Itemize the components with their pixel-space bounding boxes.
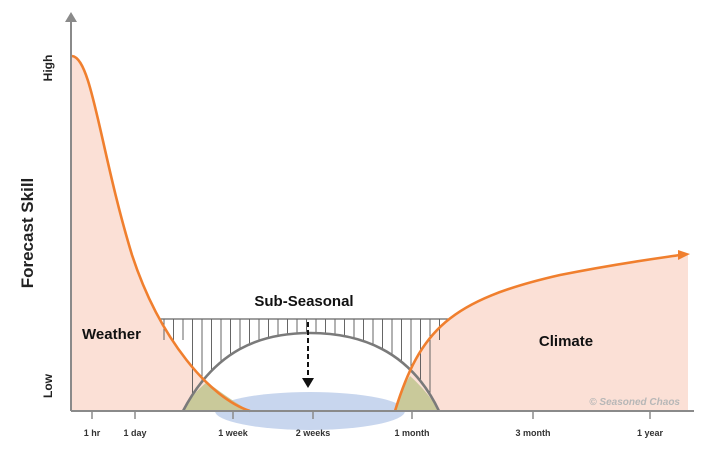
x-tick-label-1hr: 1 hr <box>84 428 101 438</box>
region-label-subseasonal: Sub-Seasonal <box>254 293 353 310</box>
x-tick-label-2weeks: 2 weeks <box>296 428 331 438</box>
overlap-zone-right <box>395 376 439 411</box>
x-tick-label-1day: 1 day <box>123 428 146 438</box>
bridge-arch <box>181 331 441 412</box>
x-tick-label-3month: 3 month <box>516 428 551 438</box>
x-tick-label-1year: 1 year <box>637 428 664 438</box>
region-label-weather: Weather <box>82 326 141 343</box>
y-axis-label: Forecast Skill <box>18 178 37 289</box>
credit-watermark: © Seasoned Chaos <box>589 397 680 408</box>
region-label-climate: Climate <box>539 333 593 350</box>
x-tick-label-1month: 1 month <box>395 428 430 438</box>
dashed-arrowhead <box>302 378 314 388</box>
y-tick-low: Low <box>41 373 55 398</box>
y-tick-high: High <box>41 55 55 82</box>
climate-area <box>395 254 688 411</box>
weather-area <box>72 56 250 411</box>
x-tick-label-1week: 1 week <box>218 428 249 438</box>
x-tick-marks <box>91 411 651 419</box>
weather-skill-curve <box>71 54 251 413</box>
climate-skill-curve <box>393 253 681 412</box>
y-axis-arrowhead <box>65 12 77 22</box>
climate-arrowhead <box>678 250 690 260</box>
